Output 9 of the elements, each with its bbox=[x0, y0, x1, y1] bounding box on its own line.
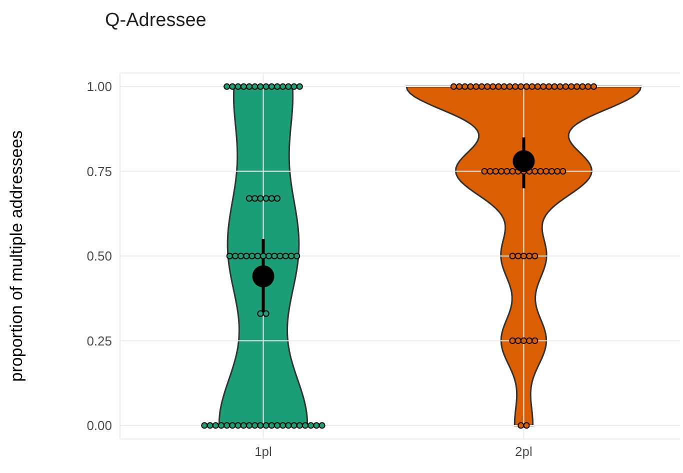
y-tick-label: 0.00 bbox=[86, 418, 112, 434]
y-tick-label: 0.50 bbox=[86, 248, 112, 264]
y-tick-label: 0.75 bbox=[86, 164, 112, 179]
y-tick-label: 0.25 bbox=[86, 333, 112, 348]
x-tick-label: 1pl bbox=[254, 444, 272, 460]
y-tick-label: 1.00 bbox=[86, 79, 112, 94]
x-tick-label: 2pl bbox=[515, 444, 532, 460]
y-axis-title: proportion of multiple addressees bbox=[7, 130, 26, 382]
chart-title: Q-Adressee bbox=[104, 9, 208, 33]
